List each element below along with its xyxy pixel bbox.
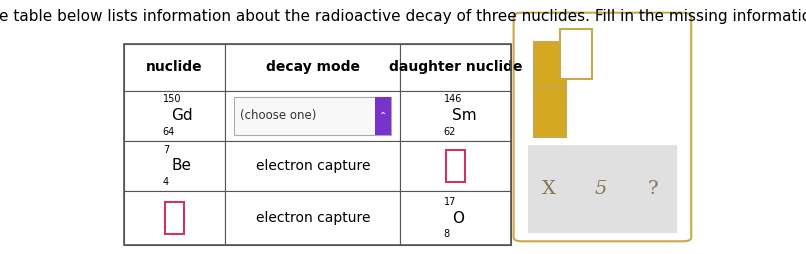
Text: ?: ? xyxy=(648,180,659,198)
Bar xyxy=(534,87,566,137)
Text: (choose one): (choose one) xyxy=(240,109,316,122)
Bar xyxy=(123,44,226,91)
Text: electron capture: electron capture xyxy=(256,159,370,173)
Bar xyxy=(400,44,511,91)
Text: nuclide: nuclide xyxy=(146,60,203,74)
Text: 17: 17 xyxy=(444,197,456,207)
Text: Be: Be xyxy=(172,158,192,173)
Text: X: X xyxy=(542,180,555,198)
Text: 7: 7 xyxy=(163,145,169,155)
Bar xyxy=(400,91,511,141)
Bar xyxy=(375,97,392,135)
Text: 4: 4 xyxy=(163,177,169,187)
Text: decay mode: decay mode xyxy=(266,60,359,74)
Bar xyxy=(226,44,400,91)
Text: ⌃: ⌃ xyxy=(379,111,387,121)
Text: O: O xyxy=(452,211,464,226)
Bar xyxy=(165,202,184,234)
Bar xyxy=(528,145,677,232)
Text: electron capture: electron capture xyxy=(256,211,370,225)
Text: 62: 62 xyxy=(444,127,456,137)
Bar xyxy=(123,91,226,141)
Bar xyxy=(560,29,592,79)
Bar xyxy=(400,141,511,191)
FancyBboxPatch shape xyxy=(513,13,692,241)
Bar xyxy=(226,91,400,141)
Text: 150: 150 xyxy=(163,94,181,104)
Bar xyxy=(226,191,400,245)
Bar xyxy=(123,44,511,245)
Text: 146: 146 xyxy=(444,94,462,104)
Text: 64: 64 xyxy=(163,127,175,137)
Bar xyxy=(235,97,392,135)
Text: 8: 8 xyxy=(444,229,450,240)
Bar xyxy=(123,191,226,245)
Bar xyxy=(226,141,400,191)
Bar xyxy=(534,42,566,92)
Text: Gd: Gd xyxy=(172,108,193,123)
Text: 5: 5 xyxy=(595,180,607,198)
Bar xyxy=(123,141,226,191)
Bar xyxy=(400,191,511,245)
Text: The table below lists information about the radioactive decay of three nuclides.: The table below lists information about … xyxy=(0,9,806,24)
Text: daughter nuclide: daughter nuclide xyxy=(388,60,522,74)
Bar xyxy=(446,150,465,182)
Text: Sm: Sm xyxy=(452,108,477,123)
